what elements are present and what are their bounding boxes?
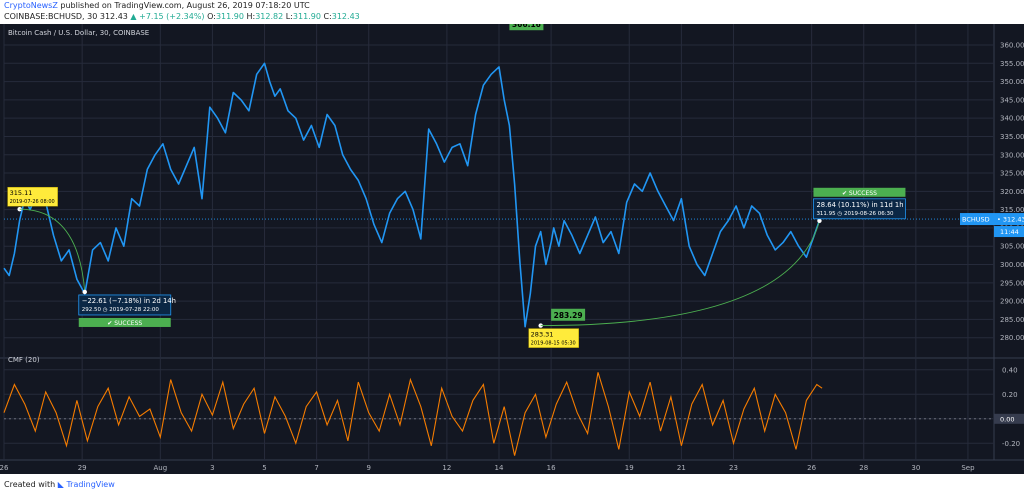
price-tick-label: 325.00 — [1000, 170, 1024, 178]
drop-measure-box — [78, 294, 172, 316]
cmf-pane[interactable] — [3, 372, 994, 456]
rise-measure-success-text: ✔ SUCCESS — [842, 190, 877, 197]
time-tick-label: 23 — [729, 464, 738, 472]
last-price-value: • 312.43 — [997, 216, 1024, 224]
cmf-zero-box — [994, 413, 1024, 424]
rise-measure-box — [813, 198, 906, 220]
symbol-label: COINBASE:BCHUSD, 30 — [4, 12, 98, 21]
low-label-text: 283.29 — [554, 311, 583, 320]
tradingview-logo-icon: ◣ — [57, 480, 64, 489]
time-tick-label: 14 — [495, 464, 504, 472]
time-tick-label: 21 — [677, 464, 686, 472]
price-tick-label: 355.00 — [1000, 60, 1024, 68]
price-tick-label: 345.00 — [1000, 96, 1024, 104]
open-value: 311.90 — [215, 12, 244, 21]
cmf-tick-label: 0.40 — [1002, 366, 1018, 374]
price-tick-label: 285.00 — [1000, 316, 1024, 324]
start-price-range-price: 315.11 — [10, 189, 33, 197]
cmf-title: CMF (20) — [8, 356, 40, 364]
rise-measure-point — [817, 218, 822, 223]
rise-measure-detail: 311.95 ◷ 2019-08-26 06:30 — [816, 211, 894, 217]
price-tick-label: 360.00 — [1000, 41, 1024, 49]
time-tick-label: 19 — [625, 464, 634, 472]
open-label: O: — [207, 12, 216, 21]
tradingview-brand[interactable]: TradingView — [66, 480, 115, 489]
bottom-price-range-time: 2019-08-15 05:30 — [531, 341, 576, 347]
close-value: 312.43 — [331, 12, 360, 21]
publish-line: CryptoNewsZ published on TradingView.com… — [4, 1, 310, 10]
price-tick-label: 290.00 — [1000, 298, 1024, 306]
published-text: published on TradingView.com, August 26,… — [60, 1, 310, 10]
price-tick-label: 330.00 — [1000, 151, 1024, 159]
last-price-symbol: BCHUSD — [962, 216, 990, 224]
bottom-price-range-price: 283.31 — [531, 331, 554, 339]
time-tick-label: 16 — [547, 464, 556, 472]
bottom-price-range-box — [528, 328, 579, 348]
time-tick-label: 7 — [314, 464, 318, 472]
created-with: Created with ◣ TradingView — [4, 480, 115, 489]
change-value: +7.15 (+2.34%) — [139, 12, 205, 21]
price-tick-label: 280.00 — [1000, 334, 1024, 342]
time-tick-label: 3 — [210, 464, 214, 472]
start-price-range-box — [7, 186, 58, 207]
price-series-line — [3, 62, 821, 328]
cmf-tick-label: 0.20 — [1002, 391, 1018, 399]
drop-measure-curve — [19, 208, 86, 293]
high-label-text: 366.16 — [512, 24, 541, 29]
start-price-range-time: 2019-07-26 08:00 — [10, 199, 55, 205]
price-tick-label: 300.00 — [1000, 261, 1024, 269]
time-tick-label: 30 — [911, 464, 920, 472]
author-link[interactable]: CryptoNewsZ — [4, 1, 58, 10]
footer: Created with ◣ TradingView — [0, 474, 1024, 496]
time-tick-label: 9 — [367, 464, 371, 472]
drop-measure-success-badge — [78, 317, 171, 327]
start-price-range-point — [17, 207, 22, 212]
time-tick-label: Sep — [961, 464, 975, 472]
rise-measure-change: 28.64 (10.11%) in 11d 1h — [816, 201, 903, 209]
time-tick-label: 29 — [78, 464, 87, 472]
ohlc-line: COINBASE:BCHUSD, 30 312.43 ▲ +7.15 (+2.3… — [4, 12, 360, 21]
low-label: L: — [285, 12, 293, 21]
price-tick-label: 350.00 — [1000, 78, 1024, 86]
chart-title: Bitcoin Cash / U.S. Dollar, 30, COINBASE — [8, 29, 149, 37]
time-tick-label: 28 — [859, 464, 868, 472]
high-label-box — [509, 24, 544, 31]
cmf-series-line — [3, 372, 823, 456]
close-label: C: — [323, 12, 332, 21]
drop-measure-success-text: ✔ SUCCESS — [107, 320, 142, 327]
price-tick-label: 305.00 — [1000, 243, 1024, 251]
price-tick-label: 315.00 — [1000, 206, 1024, 214]
cmf-zero-label: 0.00 — [1000, 415, 1014, 423]
price-tick-label: 340.00 — [1000, 115, 1024, 123]
created-text: Created with — [4, 480, 56, 489]
rise-measure-success-badge — [813, 187, 906, 197]
change-up-icon: ▲ — [130, 12, 137, 21]
high-value: 312.82 — [255, 12, 284, 21]
high-label: H: — [246, 12, 256, 21]
price-tick-label: 320.00 — [1000, 188, 1024, 196]
countdown-label: 11:44 — [1000, 228, 1019, 236]
axes: 360.00355.00350.00345.00340.00335.00330.… — [0, 41, 1024, 472]
low-label-box — [551, 308, 586, 321]
time-tick-label: 5 — [262, 464, 266, 472]
last-price: 312.43 — [99, 12, 128, 21]
cmf-tick-label: -0.20 — [1002, 440, 1020, 448]
drop-measure-detail: 292.50 ◷ 2019-07-28 22:00 — [82, 307, 160, 313]
price-tick-label: 295.00 — [1000, 279, 1024, 287]
low-value: 311.90 — [292, 12, 321, 21]
chart-background — [0, 24, 1024, 474]
last-price-box — [960, 213, 1024, 226]
trading-chart[interactable]: 360.00355.00350.00345.00340.00335.00330.… — [0, 24, 1024, 474]
time-tick-label: 12 — [442, 464, 451, 472]
time-tick-label: 26 — [0, 464, 9, 472]
price-tick-label: 335.00 — [1000, 133, 1024, 141]
publish-header: CryptoNewsZ published on TradingView.com… — [0, 0, 1024, 24]
countdown-box — [994, 226, 1024, 238]
time-tick-label: Aug — [153, 464, 167, 472]
time-tick-label: 26 — [807, 464, 816, 472]
drop-measure-change: −22.61 (−7.18%) in 2d 14h — [82, 297, 176, 305]
rise-measure-curve — [540, 220, 820, 327]
drop-measure-point — [82, 289, 87, 295]
